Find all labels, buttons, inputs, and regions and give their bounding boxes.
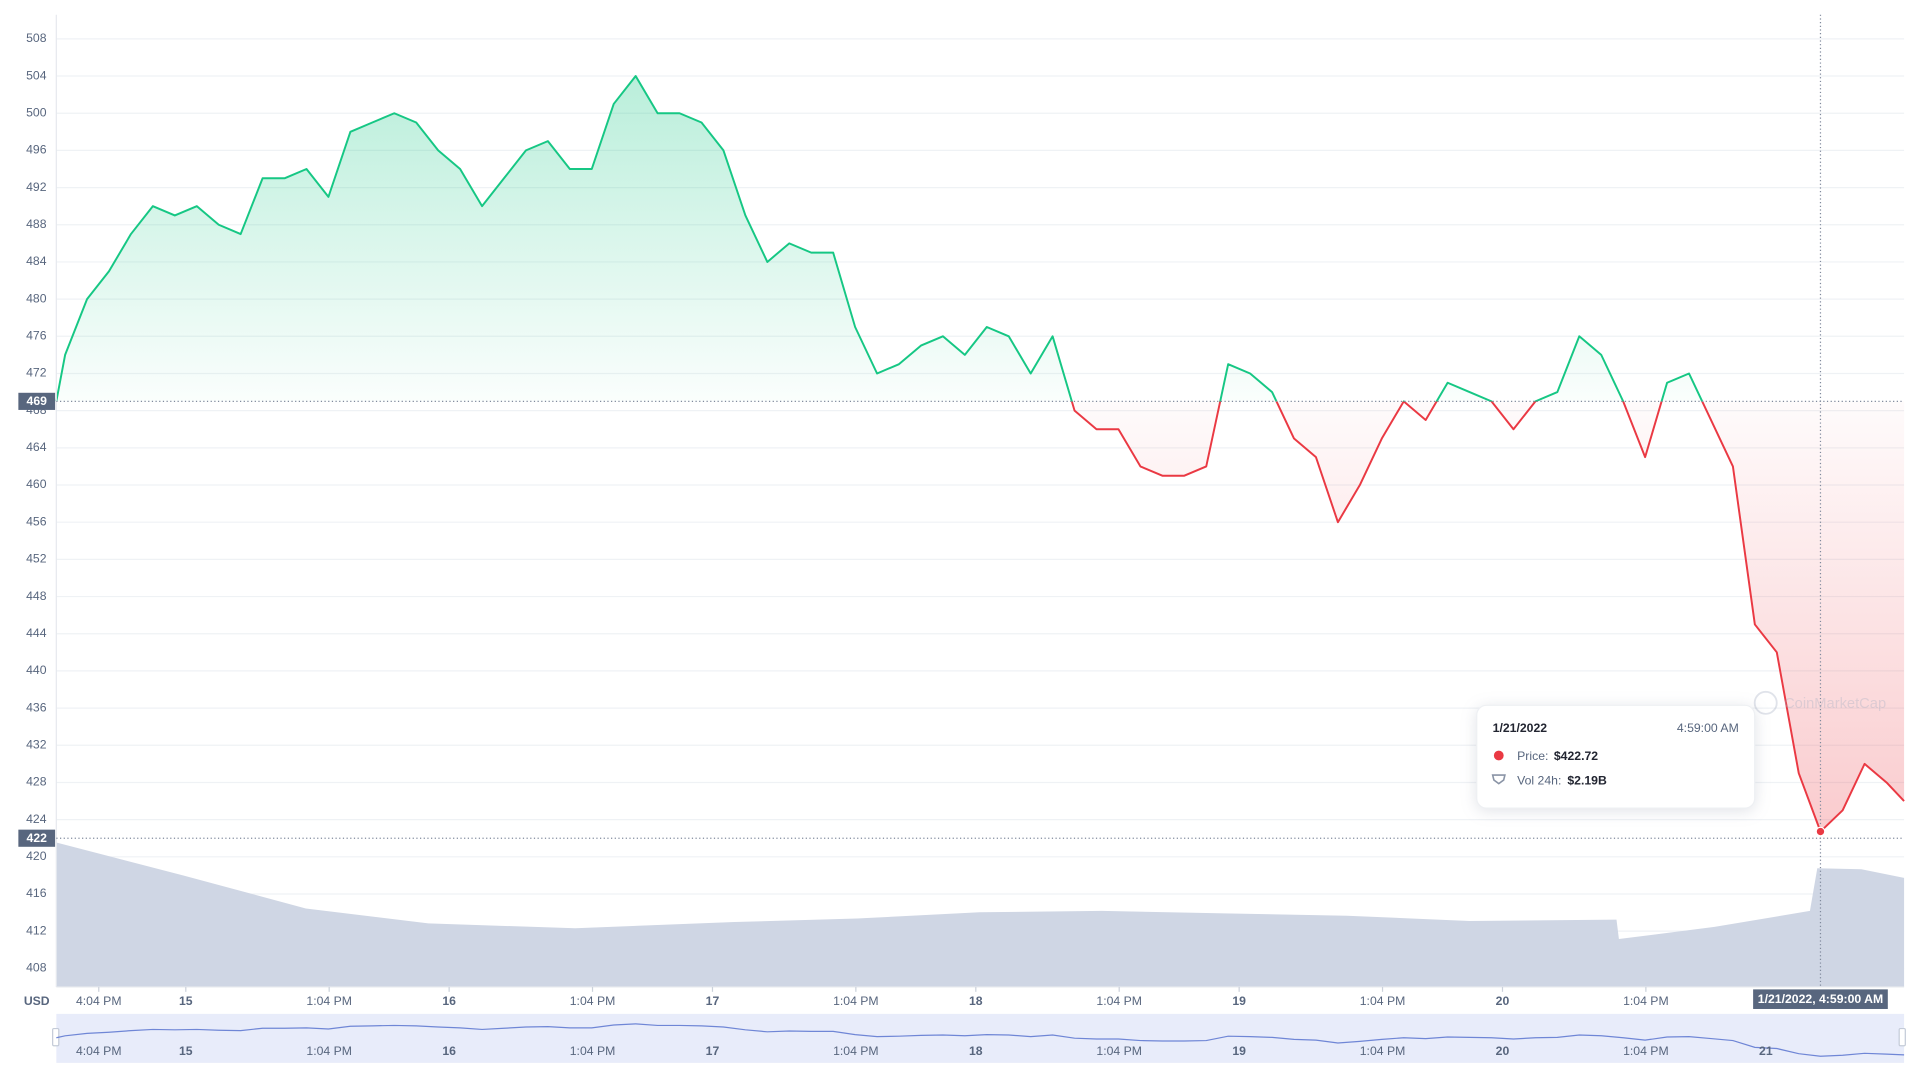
y-tick-label: 472 xyxy=(26,366,47,380)
x-tick-label: 15 xyxy=(179,994,193,1008)
y-tick-label: 408 xyxy=(26,961,47,975)
x-tick-label: 16 xyxy=(442,994,456,1008)
tooltip-volume-label: Vol 24h: xyxy=(1517,773,1561,787)
x-tick-label: 18 xyxy=(969,994,983,1008)
crosshair-badge xyxy=(1753,989,1888,1009)
watermark-logo xyxy=(1753,690,1778,715)
navigator-tick-label: 21 xyxy=(1759,1044,1773,1058)
y-tick-label: 416 xyxy=(26,886,47,900)
x-tick-label: 1:04 PM xyxy=(306,994,352,1008)
x-tick-label: 1:04 PM xyxy=(1096,994,1142,1008)
y-tick-label: 492 xyxy=(26,180,47,194)
y-tick-label: 500 xyxy=(26,105,47,119)
y-tick-label: 432 xyxy=(26,738,47,752)
baseline-label: 469 xyxy=(27,394,48,408)
volume-area xyxy=(56,842,1905,987)
tooltip-time: 4:59:00 AM xyxy=(1677,721,1739,735)
navigator-tick-label: 1:04 PM xyxy=(1096,1044,1142,1058)
navigator-handle[interactable] xyxy=(1898,1027,1906,1047)
y-tick-label: 496 xyxy=(26,143,47,157)
y-tick-label: 488 xyxy=(26,217,47,231)
watermark-text: CoinMarketCap xyxy=(1784,696,1886,712)
watermark: CoinMarketCap xyxy=(1753,690,1886,715)
navigator-tick-label: 1:04 PM xyxy=(1360,1044,1406,1058)
tooltip-price-value: $422.72 xyxy=(1554,749,1598,763)
y-tick-label: 476 xyxy=(26,329,47,343)
currency-label: USD xyxy=(24,994,50,1008)
volume-layer xyxy=(56,842,1905,987)
navigator-tick-label: 1:04 PM xyxy=(1623,1044,1669,1058)
y-tick-label: 504 xyxy=(26,68,47,82)
y-tick-label: 428 xyxy=(26,775,47,789)
navigator-tick-label: 4:04 PM xyxy=(76,1044,122,1058)
x-tick-label: 1:04 PM xyxy=(1623,994,1669,1008)
navigator-tick-label: 1:04 PM xyxy=(833,1044,879,1058)
tooltip: 1/21/2022 4:59:00 AM Price: $422.72 Vol … xyxy=(1476,704,1756,809)
navigator: 4:04 PM 15 1:04 PM 16 1:04 PM 17 1:04 PM 18 1:04… xyxy=(52,1013,1906,1063)
navigator-tick-label: 19 xyxy=(1232,1044,1246,1058)
crosshair-label: 1/21/2022, 4:59:00 AM xyxy=(1758,992,1883,1006)
price-layer xyxy=(55,75,1905,833)
navigator-tick-label: 1:04 PM xyxy=(570,1044,616,1058)
y-tick-label: 448 xyxy=(26,589,47,603)
price-line xyxy=(55,75,1905,833)
x-tick-label: 20 xyxy=(1496,994,1510,1008)
price-marker-label: 422 xyxy=(27,831,48,845)
navigator-tick-label: 15 xyxy=(179,1044,193,1058)
y-tick-label: 420 xyxy=(26,849,47,863)
y-tick-label: 440 xyxy=(26,663,47,677)
price-area xyxy=(56,76,1905,832)
baseline-badge xyxy=(18,392,56,410)
y-tick-label: 508 xyxy=(26,31,47,45)
axis-labels: 408 412 416 420 424 428 432 436 440 444 448 452 456 4… xyxy=(18,31,1905,1008)
hover-point xyxy=(1815,826,1826,837)
price-marker-badge xyxy=(18,829,56,847)
y-tick-label: 412 xyxy=(26,923,47,937)
navigator-tick-label: 1:04 PM xyxy=(306,1044,352,1058)
y-tick-label: 460 xyxy=(26,477,47,491)
grid xyxy=(56,38,1905,969)
navigator-tick-label: 20 xyxy=(1496,1044,1510,1058)
tooltip-price-label: Price: xyxy=(1517,749,1548,763)
navigator-tick-label: 17 xyxy=(706,1044,720,1058)
tooltip-date: 1/21/2022 xyxy=(1493,721,1548,735)
y-tick-label: 484 xyxy=(26,254,47,268)
y-tick-label: 452 xyxy=(26,552,47,566)
tooltip-volume-icon xyxy=(1491,774,1506,785)
navigator-bg xyxy=(56,1013,1905,1063)
y-tick-label: 444 xyxy=(26,626,47,640)
y-tick-label: 424 xyxy=(26,812,47,826)
navigator-tick-label: 16 xyxy=(442,1044,456,1058)
x-tick-label: 19 xyxy=(1232,994,1246,1008)
y-tick-label: 464 xyxy=(26,440,47,454)
tooltip-price-dot xyxy=(1493,750,1504,761)
navigator-tick-label: 18 xyxy=(969,1044,983,1058)
x-tick-label: 4:04 PM xyxy=(76,994,122,1008)
x-tick-label: 1:04 PM xyxy=(570,994,616,1008)
x-tick-label: 1:04 PM xyxy=(1360,994,1406,1008)
tooltip-volume-value: $2.19B xyxy=(1567,773,1607,787)
y-tick-label: 436 xyxy=(26,700,47,714)
y-tick-label: 480 xyxy=(26,291,47,305)
x-tick-label: 1:04 PM xyxy=(833,994,879,1008)
y-tick-label: 456 xyxy=(26,514,47,528)
x-tick-label: 17 xyxy=(706,994,720,1008)
crosshair: 1/21/2022, 4:59:00 AM xyxy=(1753,14,1888,1009)
tooltip-box xyxy=(1476,704,1756,809)
navigator-line xyxy=(56,1023,1905,1057)
